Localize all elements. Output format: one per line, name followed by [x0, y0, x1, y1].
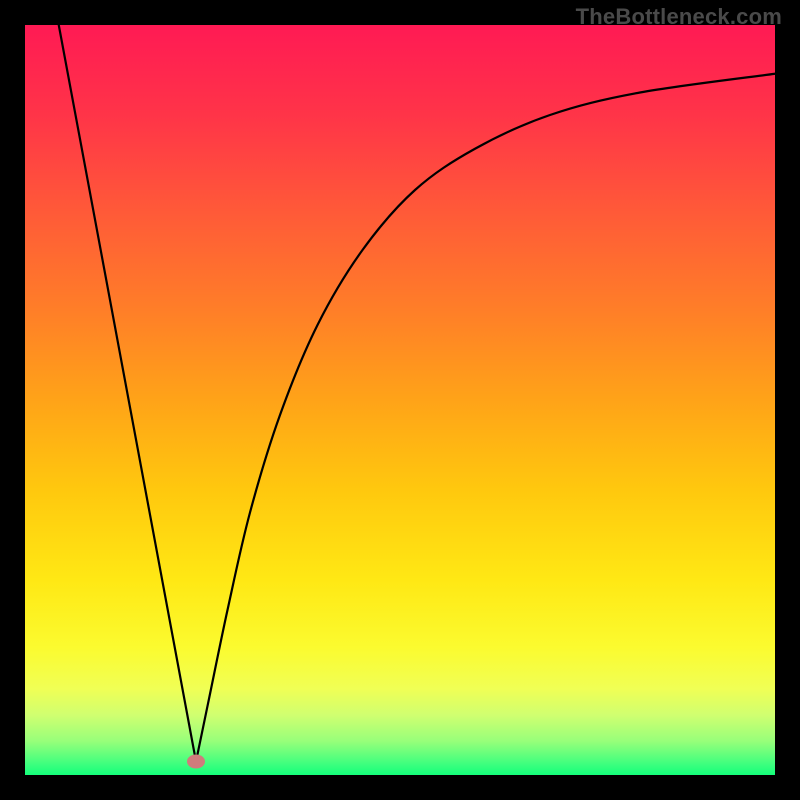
watermark-text: TheBottleneck.com: [576, 4, 782, 30]
curve-layer: [0, 0, 800, 800]
chart-container: TheBottleneck.com: [0, 0, 800, 800]
minimum-marker: [187, 755, 205, 769]
bottleneck-curve: [59, 25, 775, 762]
